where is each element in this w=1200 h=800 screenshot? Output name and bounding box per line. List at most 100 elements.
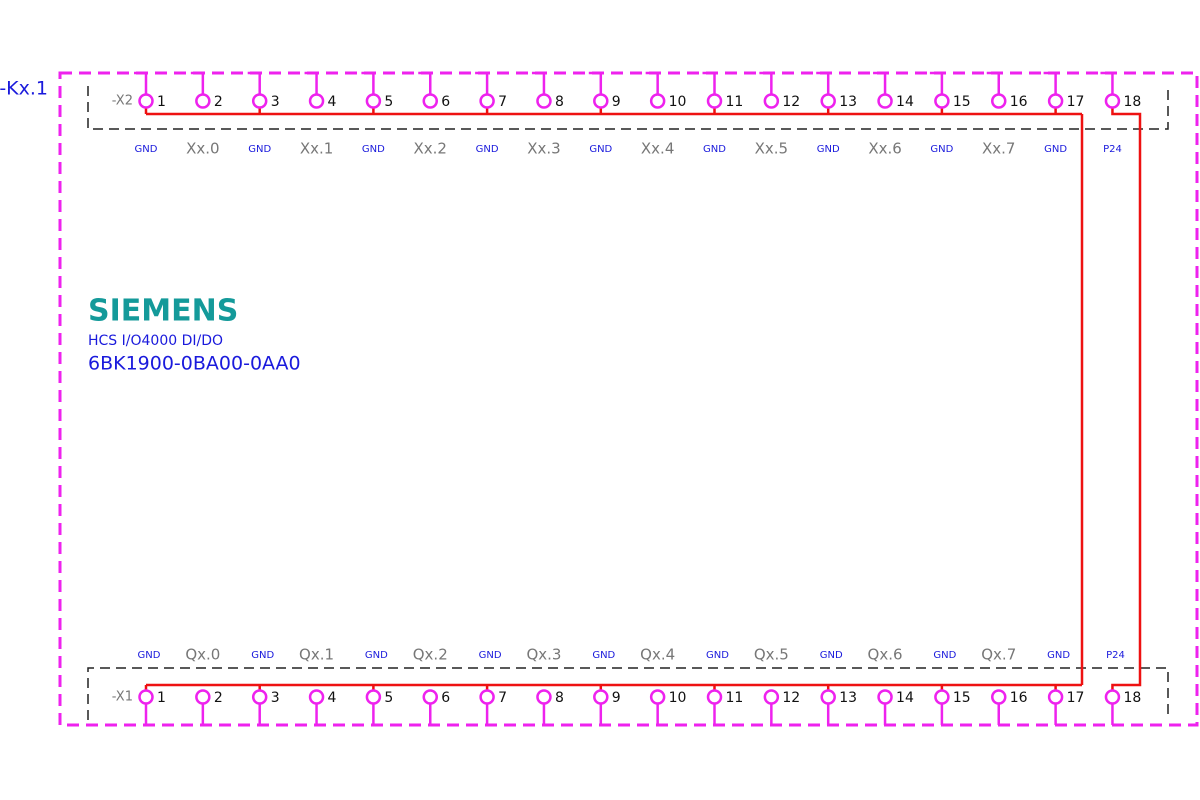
terminal-number: 6 bbox=[441, 690, 450, 706]
terminal bbox=[763, 93, 780, 109]
signal-label: GND bbox=[706, 650, 729, 661]
signal-label: Qx.7 bbox=[981, 646, 1016, 664]
signal-label: GND bbox=[703, 144, 726, 155]
terminal bbox=[251, 689, 268, 705]
signal-label: GND bbox=[251, 650, 274, 661]
terminal-pin bbox=[986, 71, 1000, 94]
terminal-number: 7 bbox=[498, 690, 507, 706]
signal-label: Xx.3 bbox=[527, 140, 560, 158]
terminal-number: 10 bbox=[669, 94, 687, 110]
terminal bbox=[479, 93, 495, 109]
terminal bbox=[934, 689, 950, 705]
terminal-number: 8 bbox=[555, 94, 564, 110]
signal-label: GND bbox=[365, 650, 388, 661]
terminal bbox=[365, 689, 382, 705]
terminal-pin bbox=[588, 71, 603, 94]
terminal bbox=[1047, 93, 1064, 109]
terminal-number: 5 bbox=[384, 690, 393, 706]
description: HCS I/O4000 DI/DO bbox=[88, 333, 223, 349]
signal-label: Xx.1 bbox=[300, 140, 333, 158]
signal-label: GND bbox=[589, 144, 612, 155]
wires bbox=[144, 108, 1142, 690]
terminal bbox=[593, 93, 609, 109]
terminal bbox=[479, 689, 495, 705]
signal-label: GND bbox=[1047, 650, 1070, 661]
terminal-number: 5 bbox=[384, 94, 393, 110]
terminal-number: 2 bbox=[214, 94, 223, 110]
terminal bbox=[649, 689, 666, 705]
terminal-pin bbox=[304, 71, 318, 94]
terminal-number: 18 bbox=[1123, 94, 1141, 110]
signal-label: GND bbox=[479, 650, 502, 661]
terminal bbox=[138, 689, 154, 705]
terminal bbox=[877, 689, 893, 705]
signal-label: Qx.2 bbox=[413, 646, 448, 664]
terminal-pin bbox=[702, 71, 716, 94]
terminal-number: 12 bbox=[782, 94, 800, 110]
terminal-number: 12 bbox=[782, 690, 800, 706]
terminal-number: 11 bbox=[726, 690, 744, 706]
signal-label: GND bbox=[930, 144, 953, 155]
terminal-number: 11 bbox=[726, 94, 744, 110]
terminal-number: 8 bbox=[555, 690, 564, 706]
signal-label: GND bbox=[820, 650, 843, 661]
terminal bbox=[877, 93, 893, 109]
terminal bbox=[536, 93, 552, 109]
terminal bbox=[934, 93, 950, 109]
terminal bbox=[308, 93, 325, 109]
signal-label: GND bbox=[1044, 144, 1067, 155]
terminal-number: 17 bbox=[1067, 94, 1085, 110]
signal-label: Qx.0 bbox=[185, 646, 220, 664]
terminal-number: 14 bbox=[896, 94, 914, 110]
signal-label: GND bbox=[817, 144, 840, 155]
terminal-number: 9 bbox=[612, 94, 621, 110]
part-number: 6BK1900-0BA00-0AA0 bbox=[88, 353, 301, 375]
terminal-pin bbox=[418, 71, 432, 94]
terminal-pin bbox=[531, 71, 546, 94]
terminal-pin bbox=[190, 71, 205, 94]
terminal bbox=[536, 689, 552, 705]
terminal-number: 18 bbox=[1123, 690, 1141, 706]
terminal bbox=[138, 93, 154, 109]
terminal bbox=[422, 93, 438, 109]
signal-label: GND bbox=[476, 144, 499, 155]
signal-label: GND bbox=[592, 650, 615, 661]
terminal-number: 2 bbox=[214, 690, 223, 706]
device-label: -Kx.1 bbox=[0, 78, 48, 100]
signal-label: Xx.0 bbox=[186, 140, 219, 158]
terminal bbox=[820, 93, 836, 109]
signal-label: Qx.4 bbox=[640, 646, 675, 664]
terminal-number: 17 bbox=[1067, 690, 1085, 706]
signal-label: GND bbox=[362, 144, 385, 155]
signal-label: Qx.6 bbox=[868, 646, 903, 664]
signal-label: GND bbox=[138, 650, 161, 661]
terminal-pin bbox=[759, 71, 773, 94]
terminal-number: 10 bbox=[669, 690, 687, 706]
connector-name: -X2 bbox=[112, 94, 133, 109]
terminal bbox=[706, 93, 723, 109]
signal-label: Xx.7 bbox=[982, 140, 1015, 158]
terminal-pin bbox=[873, 71, 887, 94]
terminal-number: 16 bbox=[1010, 690, 1028, 706]
signal-label: GND bbox=[933, 650, 956, 661]
terminal bbox=[706, 689, 723, 705]
terminal bbox=[195, 93, 211, 109]
signal-label: Xx.4 bbox=[641, 140, 674, 158]
terminals: -X2 1 GND 2 Xx.0 3 GND 4 Xx.1 5 GND 6 Xx.2 7 GND 8 Xx.3 9… bbox=[112, 71, 1141, 725]
signal-label: P24 bbox=[1103, 144, 1122, 155]
terminal bbox=[1104, 93, 1121, 109]
signal-label: GND bbox=[135, 144, 158, 155]
connector-boundary bbox=[87, 86, 1169, 720]
terminal-pin bbox=[1100, 71, 1114, 94]
terminal bbox=[763, 689, 780, 705]
terminal bbox=[991, 93, 1007, 109]
terminal bbox=[422, 689, 438, 705]
terminal-number: 16 bbox=[1010, 94, 1028, 110]
device-boundary bbox=[58, 71, 1199, 727]
signal-label: GND bbox=[248, 144, 271, 155]
terminal-number: 3 bbox=[271, 94, 280, 110]
terminal-pin bbox=[816, 71, 830, 94]
terminal bbox=[195, 689, 211, 705]
terminal bbox=[251, 93, 268, 109]
